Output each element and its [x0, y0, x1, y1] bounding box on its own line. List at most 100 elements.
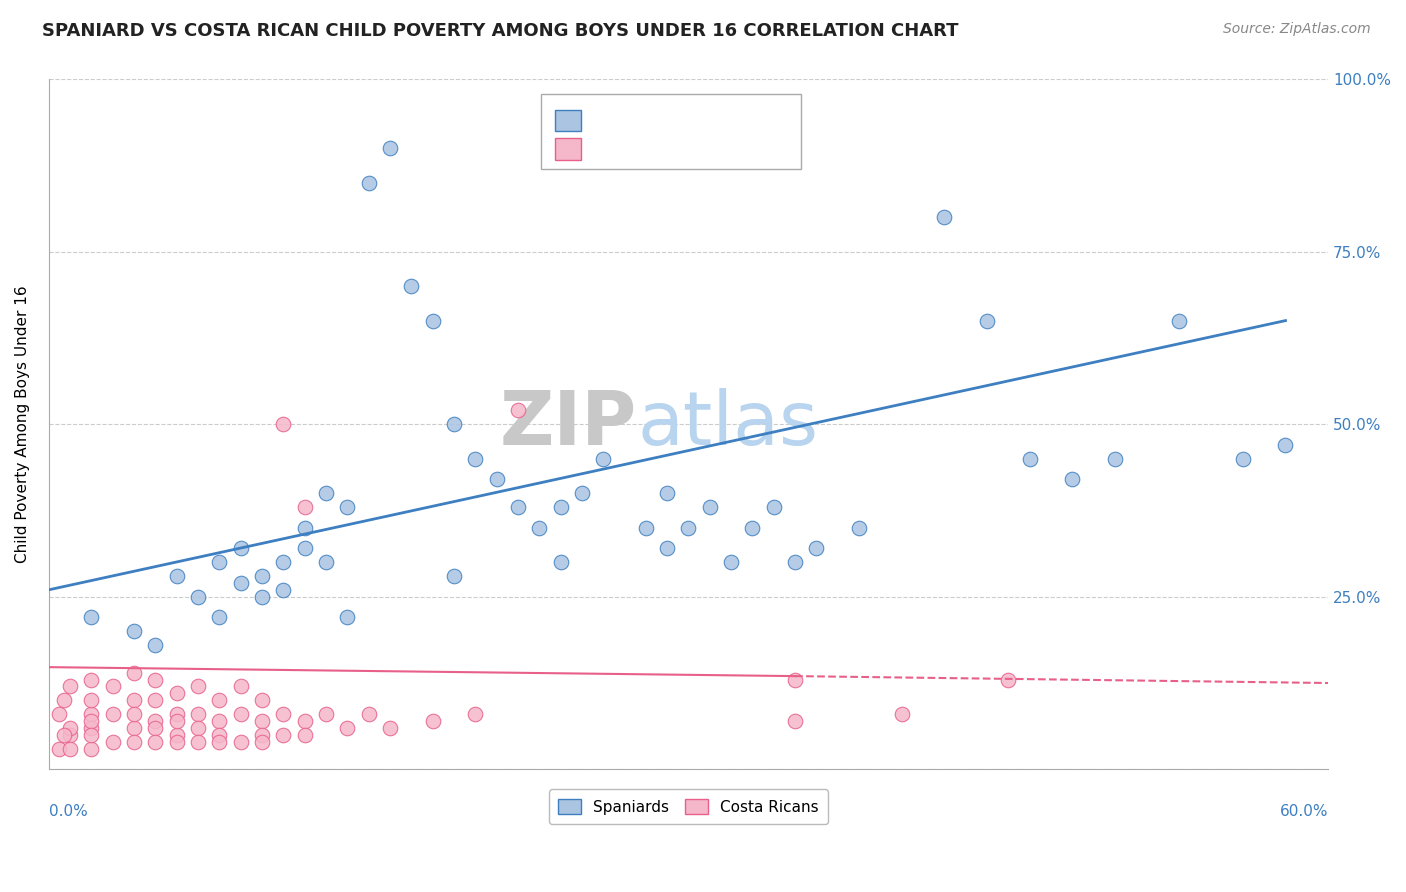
Point	[80, 741, 103, 756]
Point	[678, 521, 700, 535]
Point	[208, 734, 231, 748]
Point	[848, 521, 870, 535]
Point	[315, 555, 337, 569]
Point	[250, 714, 273, 728]
Legend: Spaniards, Costa Ricans: Spaniards, Costa Ricans	[550, 789, 828, 824]
Point	[294, 500, 316, 514]
Point	[166, 707, 188, 722]
Point	[783, 673, 806, 687]
Point	[80, 721, 103, 735]
Point	[52, 728, 75, 742]
Point	[443, 569, 465, 583]
Y-axis label: Child Poverty Among Boys Under 16: Child Poverty Among Boys Under 16	[15, 285, 30, 563]
Point	[1274, 438, 1296, 452]
Point	[250, 728, 273, 742]
Point	[229, 707, 252, 722]
Point	[464, 451, 486, 466]
Point	[208, 555, 231, 569]
Text: R =  0.466   N = 52: R = 0.466 N = 52	[588, 112, 737, 127]
Point	[48, 707, 70, 722]
Point	[145, 714, 167, 728]
Point	[122, 693, 145, 707]
Point	[550, 555, 572, 569]
Point	[59, 680, 82, 694]
Point	[294, 541, 316, 556]
Point	[399, 279, 422, 293]
Point	[122, 734, 145, 748]
Point	[229, 734, 252, 748]
Text: SPANIARD VS COSTA RICAN CHILD POVERTY AMONG BOYS UNDER 16 CORRELATION CHART: SPANIARD VS COSTA RICAN CHILD POVERTY AM…	[42, 22, 959, 40]
Point	[59, 741, 82, 756]
Point	[336, 500, 359, 514]
Point	[145, 693, 167, 707]
Point	[783, 555, 806, 569]
Point	[101, 707, 124, 722]
Point	[720, 555, 742, 569]
Point	[655, 486, 678, 500]
Point	[655, 541, 678, 556]
Point	[294, 521, 316, 535]
Point	[250, 590, 273, 604]
Point	[443, 417, 465, 431]
Point	[527, 521, 550, 535]
Point	[145, 673, 167, 687]
Point	[59, 728, 82, 742]
Text: R = -0.025   N = 49: R = -0.025 N = 49	[588, 140, 738, 155]
Point	[464, 707, 486, 722]
Point	[378, 721, 401, 735]
Point	[80, 728, 103, 742]
Point	[145, 734, 167, 748]
Point	[208, 693, 231, 707]
Point	[271, 417, 294, 431]
Point	[187, 707, 209, 722]
Point	[806, 541, 828, 556]
Point	[122, 707, 145, 722]
Point	[59, 721, 82, 735]
Point	[80, 693, 103, 707]
Point	[997, 673, 1019, 687]
Point	[485, 472, 508, 486]
Text: 0.0%: 0.0%	[49, 804, 87, 819]
Point	[741, 521, 763, 535]
Point	[271, 555, 294, 569]
Point	[783, 714, 806, 728]
Point	[80, 714, 103, 728]
Point	[208, 714, 231, 728]
Point	[336, 610, 359, 624]
Point	[422, 313, 444, 327]
Point	[378, 141, 401, 155]
Point	[976, 313, 998, 327]
Point	[122, 624, 145, 639]
Point	[506, 403, 529, 417]
Point	[506, 500, 529, 514]
Point	[166, 714, 188, 728]
Point	[1062, 472, 1084, 486]
Text: 60.0%: 60.0%	[1279, 804, 1329, 819]
Point	[122, 665, 145, 680]
Text: atlas: atlas	[637, 388, 818, 460]
Point	[145, 638, 167, 652]
Point	[52, 693, 75, 707]
Point	[699, 500, 721, 514]
Text: ZIP: ZIP	[501, 388, 637, 460]
Point	[48, 741, 70, 756]
Point	[271, 582, 294, 597]
Point	[250, 734, 273, 748]
Point	[101, 680, 124, 694]
Point	[315, 707, 337, 722]
Point	[166, 728, 188, 742]
Text: Source: ZipAtlas.com: Source: ZipAtlas.com	[1223, 22, 1371, 37]
Point	[934, 210, 956, 224]
Point	[592, 451, 614, 466]
Point	[315, 486, 337, 500]
Point	[250, 569, 273, 583]
Point	[1104, 451, 1126, 466]
Point	[187, 734, 209, 748]
Point	[187, 721, 209, 735]
Point	[1018, 451, 1040, 466]
Point	[762, 500, 785, 514]
Point	[571, 486, 593, 500]
Point	[271, 707, 294, 722]
Point	[294, 728, 316, 742]
Point	[229, 680, 252, 694]
